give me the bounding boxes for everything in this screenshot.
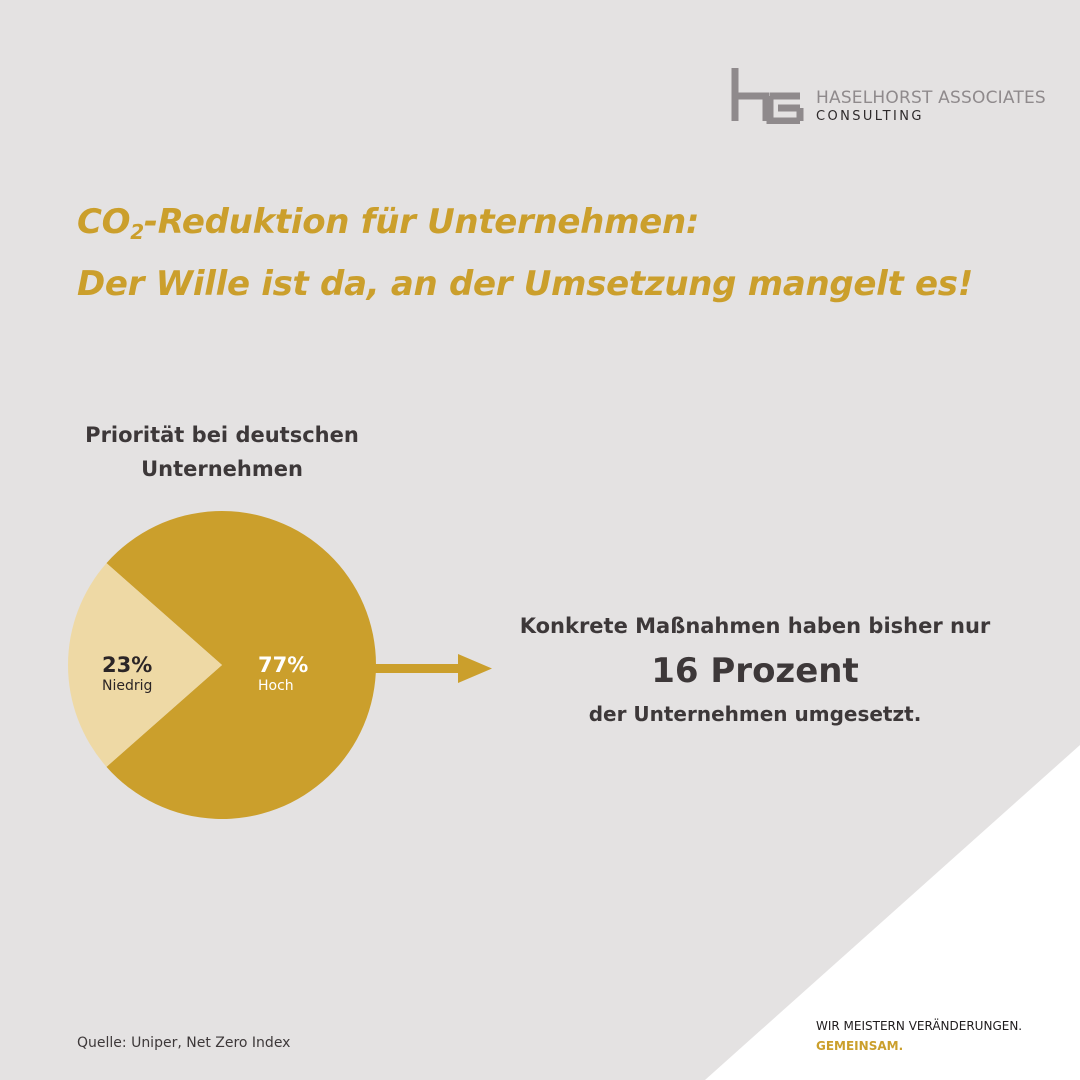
company-subtitle: CONSULTING bbox=[816, 109, 924, 124]
chart-title: Priorität bei deutschen Unternehmen bbox=[85, 423, 359, 481]
slice-value-niedrig: 23% bbox=[102, 653, 153, 677]
slice-label-hoch: Hoch bbox=[258, 678, 294, 694]
headline: CO2-Reduktion für Unternehmen: Der Wille… bbox=[77, 196, 973, 310]
company-name: HASELHORST ASSOCIATES bbox=[816, 88, 1046, 108]
pie-slice-niedrig bbox=[67, 563, 222, 767]
callout-line-1: Konkrete Maßnahmen haben bisher nur bbox=[519, 614, 991, 638]
callout: Konkrete Maßnahmen haben bisher nur 16 P… bbox=[470, 604, 1040, 734]
headline-line-1: CO2-Reduktion für Unternehmen: bbox=[77, 196, 973, 258]
arrow-right-icon bbox=[374, 654, 492, 683]
source-note: Quelle: Uniper, Net Zero Index bbox=[77, 1035, 291, 1051]
headline-line-2: Der Wille ist da, an der Umsetzung mange… bbox=[77, 264, 973, 304]
tagline-line-2: GEMEINSAM. bbox=[816, 1039, 904, 1053]
hc-monogram-icon bbox=[731, 68, 804, 124]
callout-highlight: 16 Prozent bbox=[651, 651, 859, 691]
headline-co: CO bbox=[77, 202, 131, 242]
slice-label-niedrig: Niedrig bbox=[102, 678, 153, 694]
pie-slice-hoch bbox=[106, 511, 376, 820]
headline-suffix: -Reduktion für Unternehmen: bbox=[143, 202, 700, 242]
tagline-line-1: WIR MEISTERN VERÄNDERUNGEN. bbox=[816, 1019, 1023, 1033]
headline-subscript: 2 bbox=[130, 220, 144, 244]
callout-line-3: der Unternehmen umgesetzt. bbox=[588, 702, 922, 726]
tagline: WIR MEISTERN VERÄNDERUNGEN. GEMEINSAM. bbox=[816, 1016, 1022, 1056]
slice-value-hoch: 77% bbox=[258, 653, 309, 677]
